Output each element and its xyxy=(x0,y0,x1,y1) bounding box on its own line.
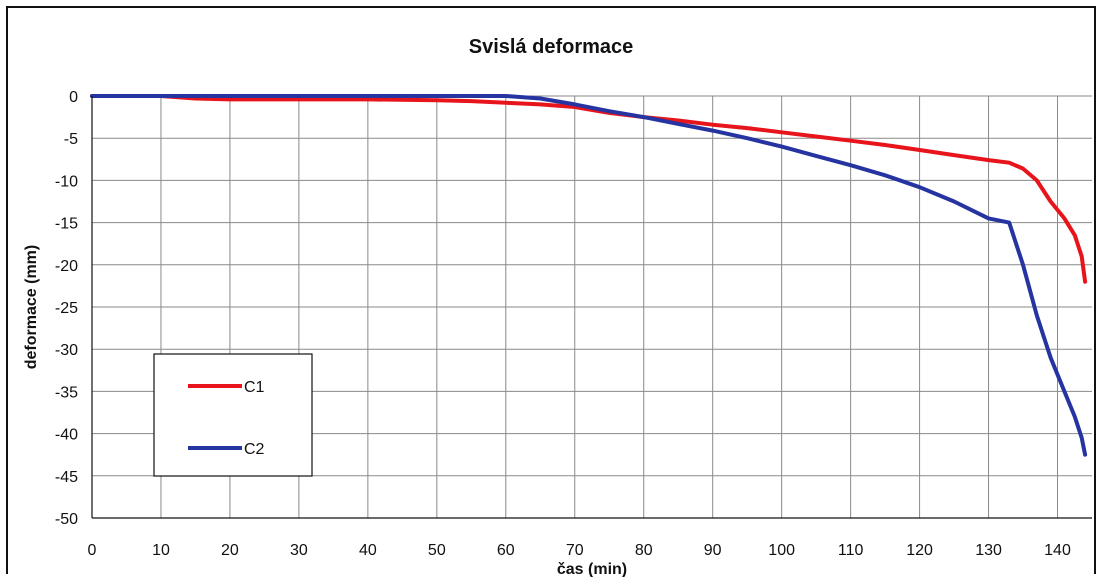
x-tick-label: 80 xyxy=(635,542,653,559)
chart-title: Svislá deformace xyxy=(469,36,634,58)
x-tick-label: 60 xyxy=(497,542,515,559)
x-tick-label: 140 xyxy=(1044,542,1071,559)
x-axis-title: čas (min) xyxy=(557,561,627,577)
y-tick-label: -5 xyxy=(64,131,78,148)
y-tick-label: -50 xyxy=(55,511,78,528)
y-tick-label: -10 xyxy=(55,173,78,190)
x-tick-label: 20 xyxy=(221,542,239,559)
y-tick-label: -45 xyxy=(55,469,78,486)
legend-label-c2: C2 xyxy=(244,441,265,458)
y-tick-label: -30 xyxy=(55,342,78,359)
x-tick-label: 10 xyxy=(152,542,170,559)
x-tick-labels: 0 10 20 30 40 50 60 70 80 90 100 110 120 130 140 xyxy=(88,542,1071,559)
x-tick-label: 40 xyxy=(359,542,377,559)
y-tick-label: -20 xyxy=(55,258,78,275)
axes xyxy=(91,96,1092,519)
x-tick-label: 90 xyxy=(704,542,722,559)
y-tick-label: -25 xyxy=(55,300,78,317)
y-tick-label: 0 xyxy=(69,89,78,106)
y-tick-label: -40 xyxy=(55,427,78,444)
x-tick-label: 70 xyxy=(566,542,584,559)
y-tick-label: -15 xyxy=(55,216,78,233)
legend-box xyxy=(153,353,313,477)
x-tick-label: 0 xyxy=(88,542,97,559)
y-axis-title: deformace (mm) xyxy=(23,245,40,369)
series-line-c2 xyxy=(90,94,1088,457)
series-line-c1 xyxy=(90,94,1088,284)
x-tick-label: 110 xyxy=(838,542,864,559)
series-lines xyxy=(90,94,1088,457)
legend-label-c1: C1 xyxy=(244,379,265,396)
legend: C1 C2 xyxy=(153,353,313,477)
x-tick-label: 100 xyxy=(768,542,795,559)
x-tick-label: 120 xyxy=(906,542,933,559)
y-tick-label: -35 xyxy=(55,384,78,401)
x-tick-label: 50 xyxy=(428,542,446,559)
y-tick-labels: 0 -5 -10 -15 -20 -25 -30 -35 -40 -45 -50 xyxy=(55,89,78,528)
x-tick-label: 30 xyxy=(290,542,308,559)
x-tick-label: 130 xyxy=(975,542,1002,559)
